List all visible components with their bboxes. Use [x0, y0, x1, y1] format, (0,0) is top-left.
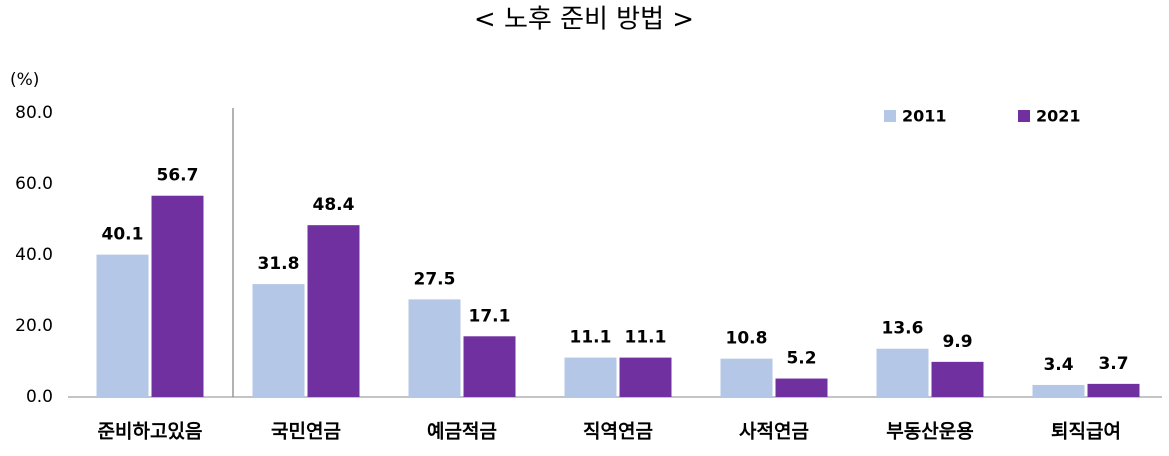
legend-label: 2021	[1036, 107, 1081, 126]
value-label: 3.4	[1043, 355, 1073, 375]
value-label: 17.1	[469, 306, 511, 326]
value-label: 48.4	[313, 195, 355, 215]
x-tick-label: 준비하고있음	[98, 421, 203, 443]
bar	[720, 358, 773, 397]
bar	[463, 336, 516, 397]
value-label: 40.1	[102, 225, 144, 245]
value-label: 11.1	[570, 328, 612, 348]
bar	[876, 348, 929, 397]
y-tick-label: 20.0	[15, 316, 53, 336]
value-label: 11.1	[625, 328, 667, 348]
bar	[96, 254, 149, 397]
x-tick-label: 퇴직급여	[1051, 421, 1121, 443]
legend-swatch	[884, 110, 896, 122]
bar	[307, 225, 360, 397]
bar	[564, 357, 617, 397]
value-label: 56.7	[157, 166, 199, 186]
bar	[931, 361, 984, 397]
value-label: 27.5	[414, 269, 456, 289]
value-label: 3.7	[1098, 354, 1128, 374]
legend-swatch	[1018, 110, 1030, 122]
x-tick-label: 직역연금	[583, 421, 653, 443]
y-tick-label: 60.0	[15, 174, 53, 194]
x-tick-label: 국민연금	[271, 421, 341, 443]
bar	[151, 195, 204, 397]
x-tick-label: 부동산운용	[886, 421, 973, 443]
value-label: 13.6	[882, 319, 924, 339]
y-tick-label: 80.0	[15, 103, 53, 123]
x-tick-label: 예금적금	[427, 421, 497, 443]
value-label: 31.8	[258, 254, 300, 274]
value-label: 10.8	[726, 329, 768, 349]
bar	[408, 299, 461, 397]
x-tick-label: 사적연금	[739, 421, 809, 443]
bar	[1032, 384, 1085, 397]
y-tick-label: 40.0	[15, 245, 53, 265]
value-label: 5.2	[786, 349, 816, 369]
y-axis-label: (%)	[10, 70, 39, 90]
bar	[619, 357, 672, 397]
value-label: 9.9	[942, 332, 972, 352]
y-tick-label: 0.0	[26, 387, 53, 407]
bar	[252, 284, 305, 397]
bar	[1087, 383, 1140, 397]
bar	[775, 378, 828, 397]
chart-title: < 노후 준비 방법 >	[474, 5, 694, 35]
legend-label: 2011	[902, 107, 947, 126]
